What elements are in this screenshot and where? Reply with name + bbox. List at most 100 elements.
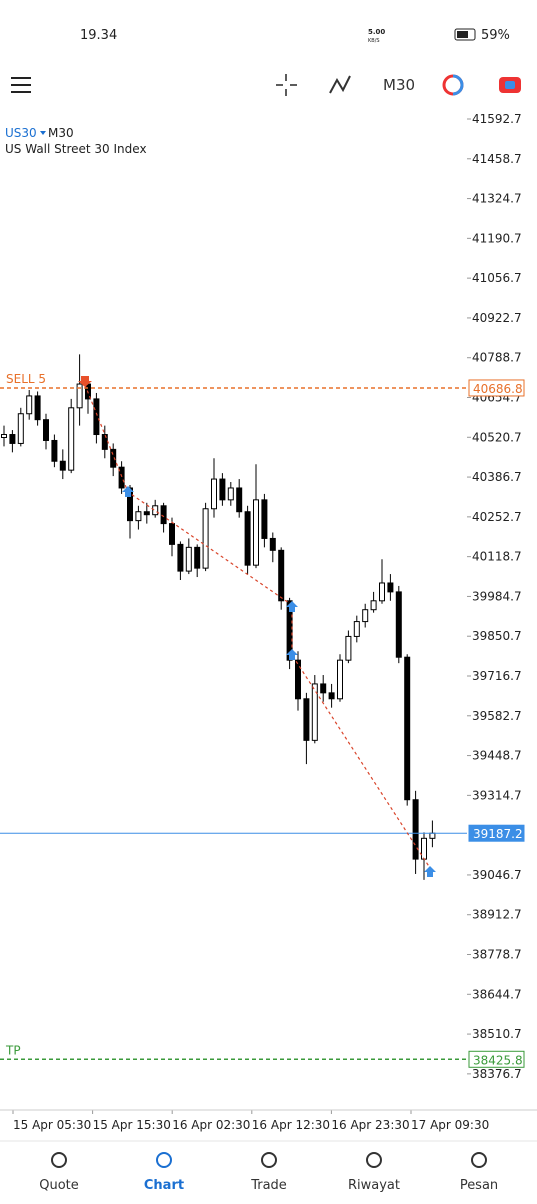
price-line-box: [468, 824, 525, 842]
y-tick-label: 39716.7: [472, 669, 522, 683]
candle-body: [34, 395, 41, 421]
status-speed-unit: KB/S: [368, 38, 380, 44]
candle-body: [362, 609, 369, 623]
candle-body: [185, 546, 192, 572]
y-tick-label: 38510.7: [472, 1027, 522, 1041]
status-speed: 5.00: [368, 28, 385, 36]
bottom-nav: Quote Chart Trade Riwayat Pesan: [39, 1152, 498, 1193]
y-tick-label: 40922.7: [472, 311, 522, 325]
nav-icon[interactable]: [261, 1152, 277, 1168]
y-tick-label: 38912.7: [472, 908, 522, 922]
price-line-label: TP: [5, 1043, 21, 1057]
candle-body: [9, 434, 16, 444]
y-tick-label: 40788.7: [472, 351, 522, 365]
candle-body: [303, 698, 310, 741]
candle-body: [395, 591, 402, 658]
nav-icon[interactable]: [51, 1152, 67, 1168]
y-tick-label: 41458.7: [472, 152, 522, 166]
candle-body: [194, 546, 201, 569]
price-line-value: 39187.2: [473, 827, 523, 841]
candle-body: [110, 448, 117, 468]
nav-label[interactable]: Riwayat: [348, 1178, 400, 1193]
candle-body: [43, 419, 49, 441]
indicators-button[interactable]: [329, 75, 351, 94]
y-tick-label: 39046.7: [472, 868, 522, 882]
candle-body: [429, 832, 436, 839]
price-line-box: [468, 1050, 525, 1068]
candle-body: [93, 398, 100, 436]
candle-body: [295, 659, 301, 700]
battery-level: [457, 31, 468, 38]
candle-body: [118, 466, 125, 489]
candle-body: [337, 659, 343, 700]
candle-body: [219, 478, 226, 501]
x-tick-label: 17 Apr 09:30: [411, 1118, 489, 1132]
price-line-value: 40686.8: [473, 382, 523, 396]
y-tick-label: 38376.7: [472, 1067, 522, 1081]
crosshair-button[interactable]: [276, 74, 297, 96]
status-battery: 59%: [481, 28, 510, 43]
candle-body: [311, 683, 318, 741]
y-tick-label: 40386.7: [472, 470, 522, 484]
y-tick-label: 38644.7: [472, 987, 522, 1001]
candle-body: [320, 683, 327, 694]
y-tick-label: 39582.7: [472, 709, 522, 723]
nav-label[interactable]: Trade: [250, 1178, 287, 1193]
nav-icon[interactable]: [471, 1152, 487, 1168]
y-tick-label: 41324.7: [472, 192, 522, 206]
battery-icon: [454, 28, 476, 41]
candle-body: [51, 439, 58, 462]
x-tick-label: 15 Apr 05:30: [13, 1118, 91, 1132]
x-tick-label: 16 Apr 02:30: [172, 1118, 250, 1132]
y-tick-label: 41592.7: [472, 112, 522, 126]
candle-body: [68, 407, 75, 471]
candle-body: [26, 395, 33, 415]
candle-body: [404, 656, 411, 801]
y-tick-label: 39984.7: [472, 589, 522, 603]
candle-body: [202, 508, 209, 569]
candle-body: [76, 383, 83, 409]
candle-body: [370, 600, 377, 611]
candle-body: [261, 499, 268, 539]
symbol[interactable]: US30: [5, 126, 37, 140]
y-tick-label: 41056.7: [472, 271, 522, 285]
y-tick-label: 41190.7: [472, 231, 522, 245]
candle-body: [127, 487, 133, 522]
nav-label[interactable]: Chart: [144, 1178, 184, 1193]
y-tick-label: 39314.7: [472, 788, 522, 802]
candle-body: [353, 621, 360, 637]
candle-body: [227, 487, 234, 501]
candle-body: [211, 478, 217, 510]
chart: 41592.7 41458.7 41324.7 41190.7 41056.7 40922…: [0, 112, 525, 1132]
candle-body: [1, 434, 7, 438]
sell-arrow: [78, 376, 92, 387]
candle-body: [59, 460, 66, 471]
chart-timeframe: M30: [48, 126, 74, 140]
x-tick-label: 15 Apr 15:30: [93, 1118, 171, 1132]
status-time: 19.34: [80, 28, 117, 43]
candle-body: [236, 487, 243, 513]
y-tick-label: 39448.7: [472, 749, 522, 763]
candle-body: [269, 537, 276, 551]
candle-body: [286, 600, 293, 661]
menu-button[interactable]: [11, 77, 31, 93]
timeframe-button[interactable]: M30: [383, 76, 415, 94]
nav-label[interactable]: Pesan: [460, 1178, 498, 1193]
y-tick-label: 39850.7: [472, 629, 522, 643]
candle-body: [135, 511, 142, 522]
trade-button-inner: [505, 81, 515, 89]
candle-body: [152, 505, 159, 516]
symbol-caret: [40, 131, 46, 135]
nav-label[interactable]: Quote: [39, 1178, 79, 1193]
nav-icon[interactable]: [156, 1152, 172, 1168]
candle-body: [421, 837, 427, 860]
buy-arrow: [122, 486, 134, 497]
candle-body: [244, 511, 251, 566]
candle-body: [345, 635, 352, 661]
chart-subtitle: US Wall Street 30 Index: [5, 142, 147, 156]
y-tick-label: 40118.7: [472, 550, 522, 564]
objects-button-half: [452, 74, 464, 96]
nav-icon[interactable]: [366, 1152, 382, 1168]
y-tick-label: 40520.7: [472, 430, 522, 444]
